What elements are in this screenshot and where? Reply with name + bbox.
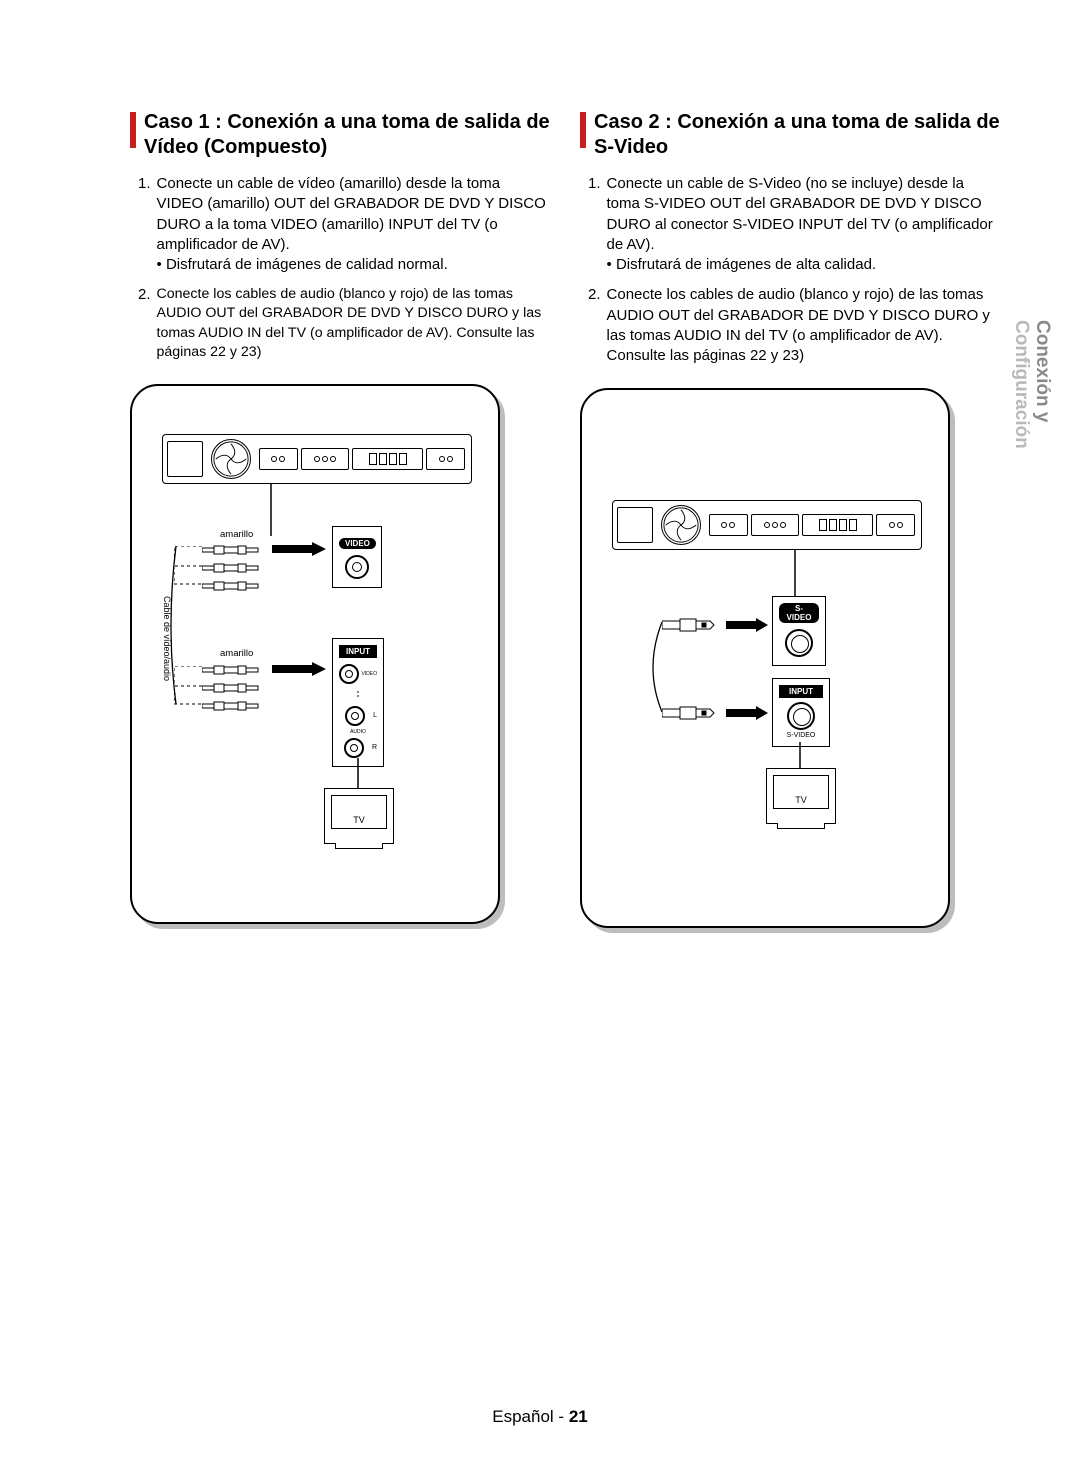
recorder-rear-panel xyxy=(612,500,922,550)
color-label-yellow: amarillo xyxy=(220,648,253,659)
side-tab-line1: Conexión y xyxy=(1032,320,1053,422)
case-1-heading: Caso 1 : Conexión a una toma de salida d… xyxy=(130,110,550,160)
step-item: 2. Conecte los cables de audio (blanco y… xyxy=(138,285,550,362)
dashed-connector xyxy=(174,666,202,706)
input-label: INPUT xyxy=(779,685,823,698)
svideo-jack-icon xyxy=(785,629,813,657)
tv-label: TV xyxy=(325,815,393,825)
port-row xyxy=(709,509,915,541)
svideo-plug-icon xyxy=(662,618,718,632)
fan-icon xyxy=(661,505,701,545)
tv-input-callout: INPUT VIDEO L AUDIO R xyxy=(332,638,384,767)
arrow-icon xyxy=(726,706,768,720)
arrow-icon xyxy=(272,542,326,556)
section-side-tab: Conexión y Configuración xyxy=(1010,320,1052,449)
step-bullet: Disfrutará de imágenes de calidad normal… xyxy=(157,256,448,273)
r-label: R xyxy=(372,744,377,751)
tv-label: TV xyxy=(767,795,835,805)
diagram-case-2: S-VIDEO xyxy=(580,388,950,928)
fan-icon xyxy=(211,439,251,479)
footer-sep: - xyxy=(554,1407,569,1426)
column-case-2: Caso 2 : Conexión a una toma de salida d… xyxy=(580,110,1000,928)
step-text: Conecte los cables de audio (blanco y ro… xyxy=(607,285,1000,366)
rca-plug-icon xyxy=(202,680,262,690)
step-number: 2. xyxy=(138,285,151,362)
rca-plug-icon xyxy=(202,542,262,552)
recorder-rear-panel xyxy=(162,434,472,484)
arrow-icon xyxy=(726,618,768,632)
power-socket-icon xyxy=(167,441,203,477)
svideo-plug-icon xyxy=(662,706,718,720)
case-1-title: Caso 1 : Conexión a una toma de salida d… xyxy=(144,110,550,160)
step-number: 2. xyxy=(588,285,601,366)
accent-bar-icon xyxy=(580,112,586,148)
cable-loop xyxy=(644,622,664,714)
rca-plug-icon xyxy=(202,560,262,570)
diagram-case-1: VIDEO amarillo xyxy=(130,384,500,924)
tv-icon: TV xyxy=(324,788,394,844)
step-text: Conecte un cable de vídeo (amarillo) des… xyxy=(157,174,550,275)
page-footer: Español - 21 xyxy=(0,1407,1080,1427)
video-label: VIDEO xyxy=(339,538,376,549)
tv-stand xyxy=(335,843,383,849)
manual-page: Caso 1 : Conexión a una toma de salida d… xyxy=(0,0,1080,988)
port-row xyxy=(259,443,465,475)
svideo-label: S-VIDEO xyxy=(779,603,819,623)
dashed-connector xyxy=(174,546,202,586)
tv-svideo-input-callout: INPUT S-VIDEO xyxy=(772,678,830,747)
case-2-title: Caso 2 : Conexión a una toma de salida d… xyxy=(594,110,1000,160)
video-tiny-label: VIDEO xyxy=(361,671,377,677)
svideo-tiny-label: S-VIDEO xyxy=(779,732,823,739)
step-item: 2. Conecte los cables de audio (blanco y… xyxy=(588,285,1000,366)
svideo-jack-icon xyxy=(787,702,815,730)
arrow-icon xyxy=(272,662,326,676)
rca-jack-icon xyxy=(339,664,359,684)
step-number: 1. xyxy=(588,174,601,275)
connector-line xyxy=(356,758,360,788)
case-2-heading: Caso 2 : Conexión a una toma de salida d… xyxy=(580,110,1000,160)
step-bullet: Disfrutará de imágenes de alta calidad. xyxy=(607,256,877,273)
tv-stand xyxy=(777,823,825,829)
case-2-steps: 1. Conecte un cable de S-Video (no se in… xyxy=(580,174,1000,366)
connector-line xyxy=(264,484,278,536)
rca-jack-icon xyxy=(345,555,369,579)
step-text: Conecte un cable de S-Video (no se inclu… xyxy=(607,174,1000,275)
svideo-out-callout: S-VIDEO xyxy=(772,596,826,666)
connector-line xyxy=(798,742,802,768)
rca-plug-icon xyxy=(202,578,262,588)
side-tab-line2: Configuración xyxy=(1011,320,1032,449)
accent-bar-icon xyxy=(130,112,136,148)
cable-loop xyxy=(166,546,178,706)
case-1-steps: 1. Conecte un cable de vídeo (amarillo) … xyxy=(130,174,550,362)
audio-tiny-label: AUDIO xyxy=(339,729,377,735)
footer-page-number: 21 xyxy=(569,1407,588,1426)
color-label-yellow: amarillo xyxy=(220,529,253,540)
footer-language: Español xyxy=(492,1407,553,1426)
rca-jack-icon xyxy=(345,706,365,726)
rca-plug-icon xyxy=(202,662,262,672)
column-case-1: Caso 1 : Conexión a una toma de salida d… xyxy=(130,110,550,928)
step-number: 1. xyxy=(138,174,151,275)
video-out-callout: VIDEO xyxy=(332,526,382,588)
tv-icon: TV xyxy=(766,768,836,824)
connector-line xyxy=(788,550,802,596)
input-label: INPUT xyxy=(339,645,377,658)
two-column-layout: Caso 1 : Conexión a una toma de salida d… xyxy=(130,110,1000,928)
rca-plug-icon xyxy=(202,698,262,708)
step-text: Conecte los cables de audio (blanco y ro… xyxy=(157,285,550,362)
step-item: 1. Conecte un cable de vídeo (amarillo) … xyxy=(138,174,550,275)
l-label: L xyxy=(373,712,377,719)
rca-jack-icon xyxy=(344,738,364,758)
power-socket-icon xyxy=(617,507,653,543)
step-item: 1. Conecte un cable de S-Video (no se in… xyxy=(588,174,1000,275)
